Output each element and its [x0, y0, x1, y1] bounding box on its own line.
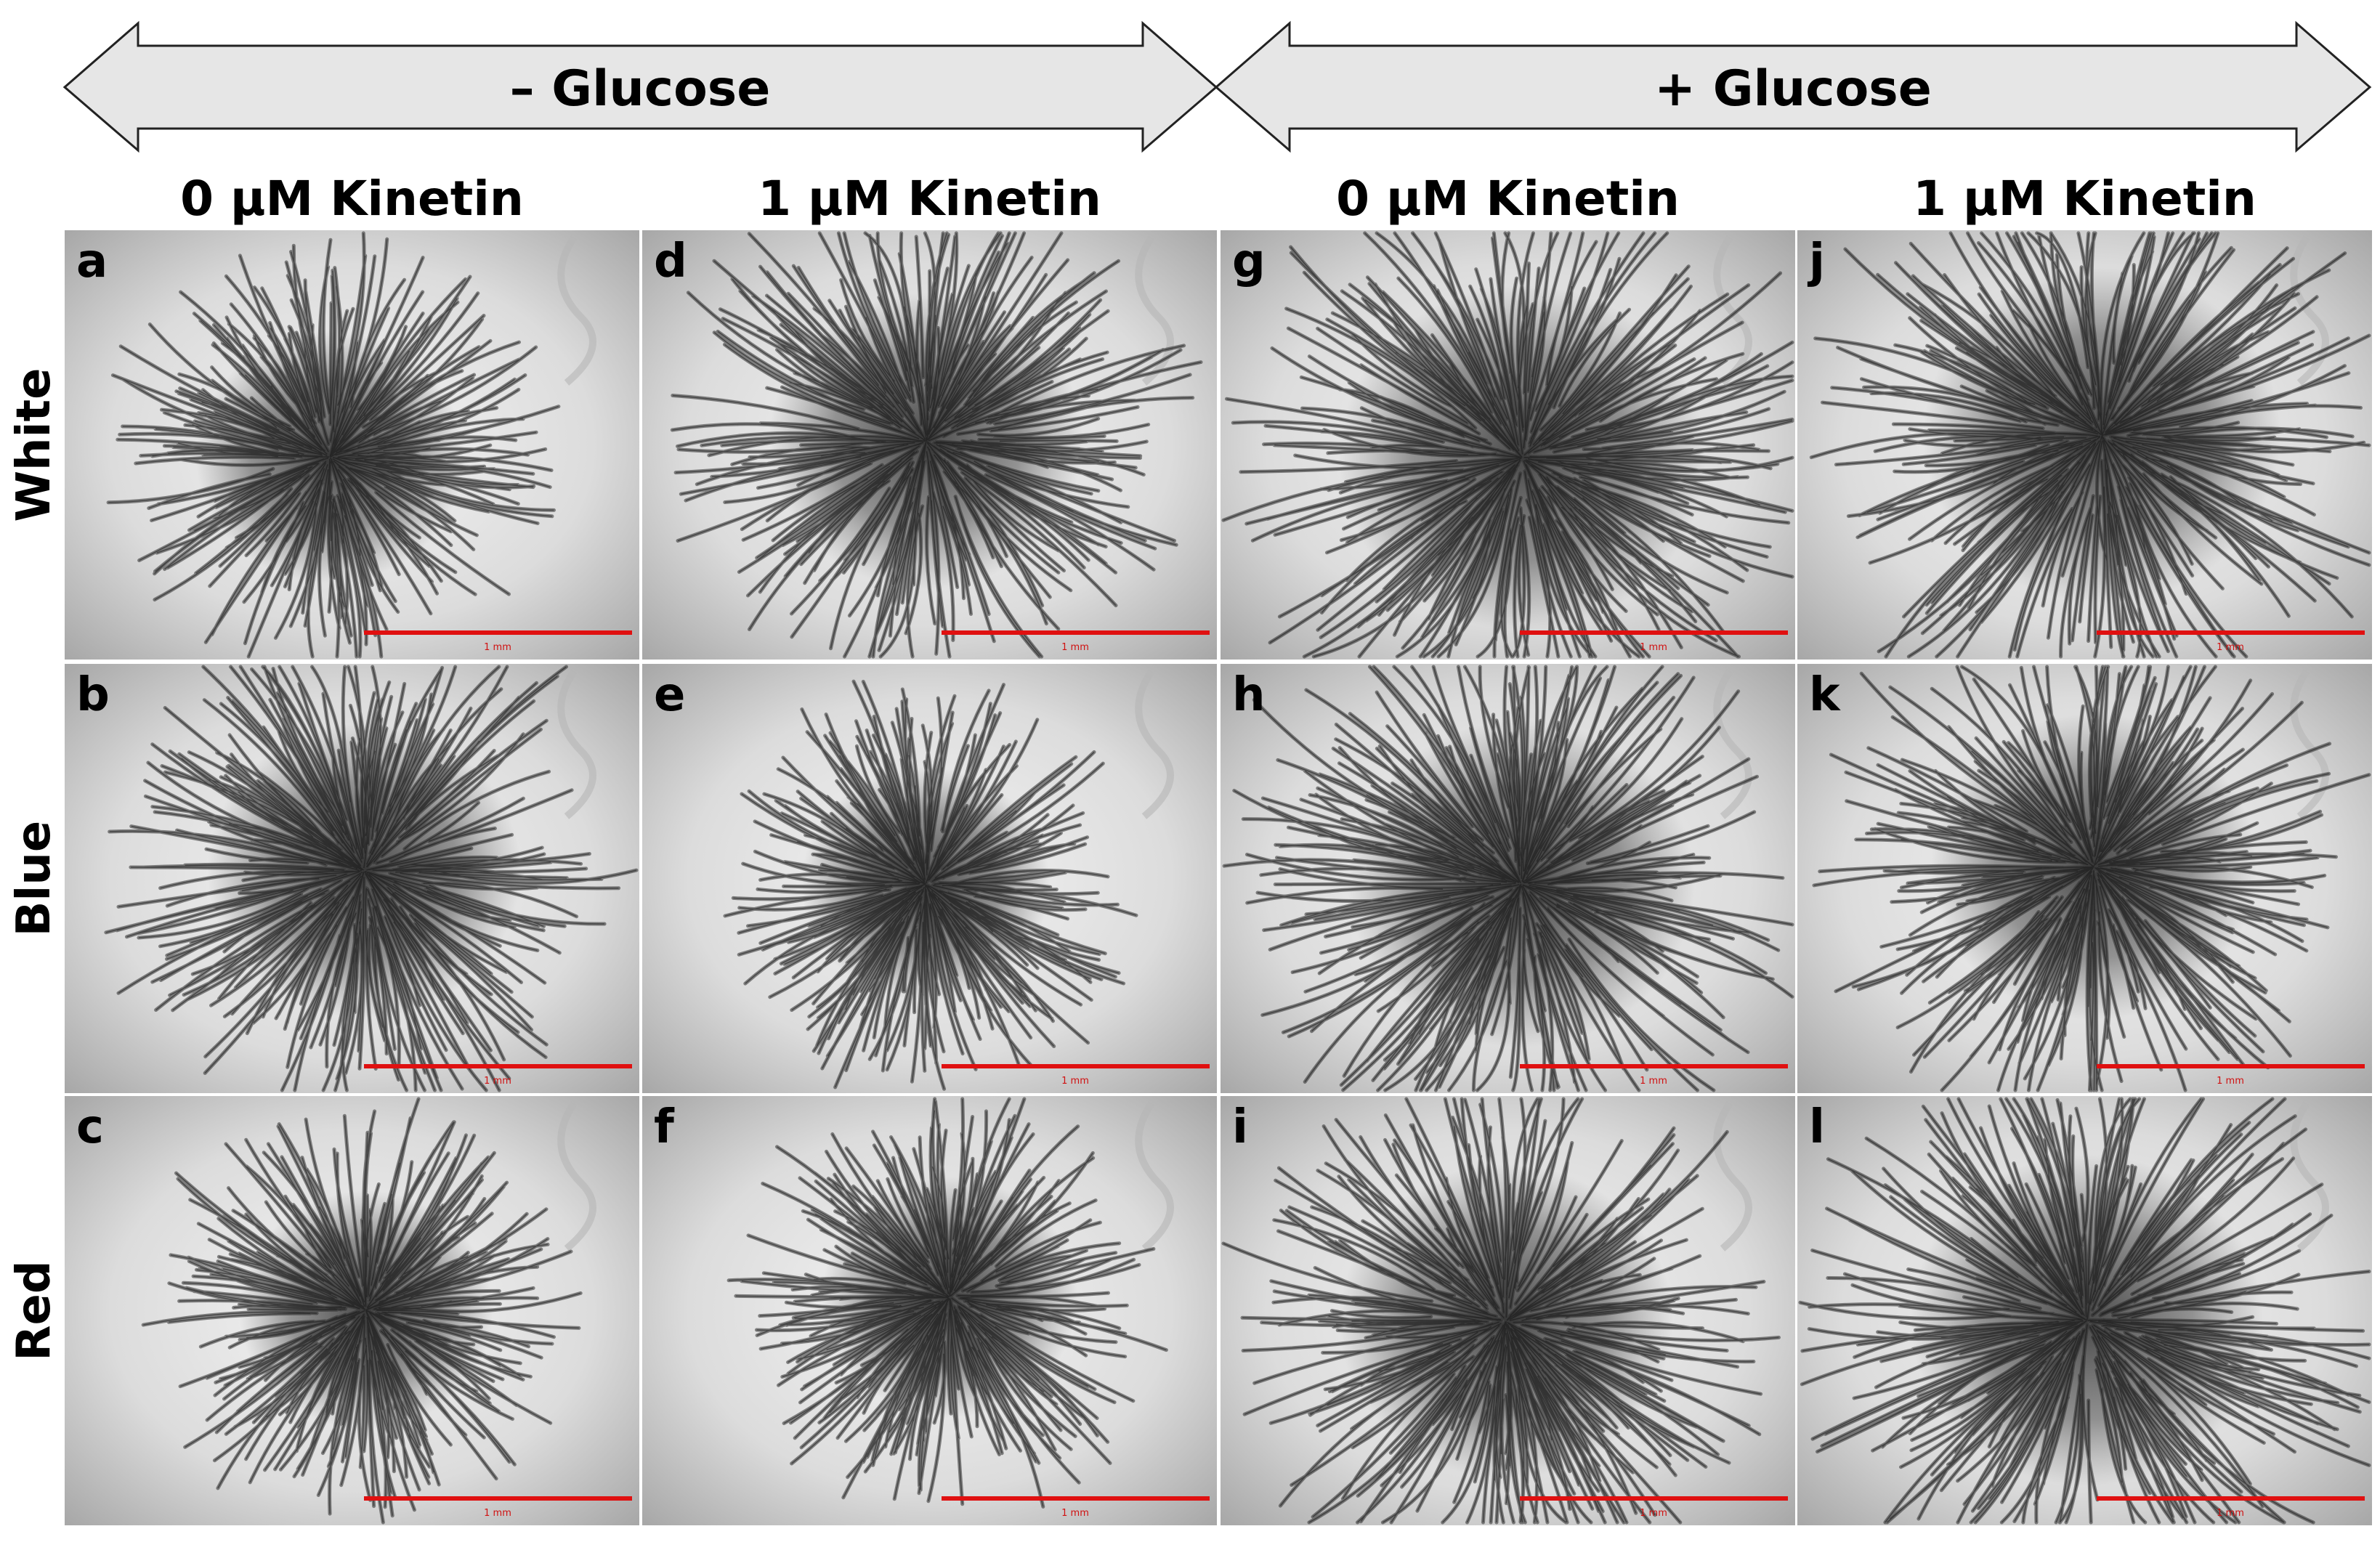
row-label: White	[7, 368, 61, 522]
background-artefact	[2290, 1101, 2329, 1251]
arrow-label: + Glucose	[1654, 60, 1932, 118]
panel-letter: b	[76, 668, 110, 722]
column-header: 1 μM Kinetin	[758, 171, 1101, 227]
column-header: 1 μM Kinetin	[1913, 171, 2256, 227]
background-artefact	[1713, 235, 1752, 386]
micrograph: a 1 mm	[65, 230, 639, 660]
background-artefact	[1713, 1101, 1752, 1251]
background-artefact	[1135, 669, 1174, 819]
micrograph: l 1 mm	[1797, 1096, 2372, 1525]
panel-letter: g	[1232, 235, 1266, 288]
hyphae-outline	[1811, 232, 2370, 657]
arrow-plus-glucose	[1214, 20, 2372, 153]
scale-label: 1 mm	[484, 642, 511, 653]
panel-letter: i	[1232, 1100, 1248, 1154]
hyphae-outline	[724, 681, 1137, 1090]
panel-letter: j	[1807, 235, 1825, 288]
hyphae-outline	[108, 232, 559, 657]
scale-label: 1 mm	[2217, 1508, 2244, 1519]
panel-letter: h	[1232, 668, 1266, 722]
hyphae-outline	[672, 232, 1202, 657]
panel-letter: d	[654, 235, 687, 288]
micrograph: d 1 mm	[642, 230, 1217, 660]
hyphae-outline	[1800, 1098, 2370, 1523]
background-artefact	[1135, 1101, 1174, 1251]
hyphae-outline	[1223, 1098, 1779, 1523]
hyphae-outline	[729, 1098, 1167, 1507]
scale-label: 1 mm	[2217, 642, 2244, 653]
row-label: Blue	[7, 821, 61, 937]
scale-label: 1 mm	[484, 1076, 511, 1087]
background-artefact	[557, 235, 596, 386]
scale-label: 1 mm	[1640, 1076, 1667, 1087]
panel-letter: e	[654, 668, 685, 722]
scale-label: 1 mm	[1640, 1508, 1667, 1519]
arrow-label: – Glucose	[510, 60, 771, 118]
micrograph: i 1 mm	[1221, 1096, 1795, 1525]
micrograph: e 1 mm	[642, 664, 1217, 1093]
micrograph: h 1 mm	[1221, 664, 1795, 1093]
panel-letter: k	[1809, 668, 1841, 722]
scale-label: 1 mm	[1061, 1508, 1089, 1519]
micrograph: k 1 mm	[1797, 664, 2372, 1093]
micrograph: g 1 mm	[1221, 230, 1795, 660]
hyphae-outline	[1223, 232, 1793, 657]
panel-letter: a	[76, 235, 108, 288]
scale-label: 1 mm	[2217, 1076, 2244, 1087]
column-header: 0 μM Kinetin	[180, 171, 524, 227]
hyphae-outline	[1813, 666, 2370, 1091]
hyphae-outline	[143, 1098, 581, 1523]
micrograph: b 1 mm	[65, 664, 639, 1093]
background-artefact	[557, 1101, 596, 1251]
column-header: 0 μM Kinetin	[1336, 171, 1680, 227]
micrograph: f 1 mm	[642, 1096, 1217, 1525]
panel-letter: l	[1809, 1100, 1825, 1154]
row-label: Red	[7, 1260, 61, 1361]
scale-label: 1 mm	[1061, 642, 1089, 653]
scale-label: 1 mm	[1640, 642, 1667, 653]
hyphae-outline	[105, 666, 637, 1091]
background-artefact	[1713, 669, 1752, 819]
hyphae-outline	[1223, 666, 1793, 1091]
scale-label: 1 mm	[1061, 1076, 1089, 1087]
background-artefact	[557, 669, 596, 819]
micrograph: j 1 mm	[1797, 230, 2372, 660]
micrograph: c 1 mm	[65, 1096, 639, 1525]
scale-label: 1 mm	[484, 1508, 511, 1519]
panel-letter: f	[654, 1100, 675, 1154]
panel-letter: c	[76, 1100, 104, 1154]
